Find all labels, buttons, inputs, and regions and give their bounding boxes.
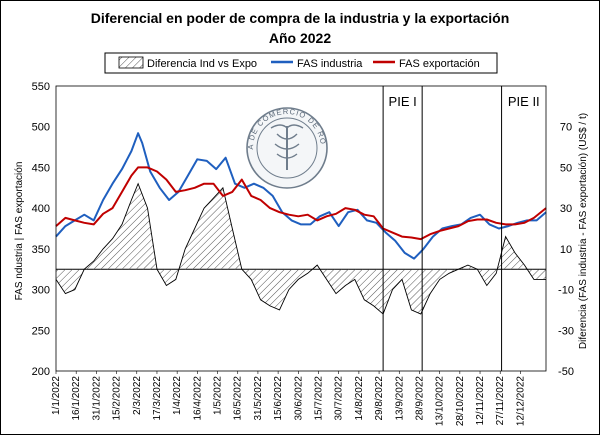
bolsa-comercio-rosario-seal: BOLSA DE COMERCIO DE ROSARIO [246, 107, 328, 189]
y-axis-right-title: Diferencia (FAS industria - FAS exportac… [578, 113, 589, 349]
legend: Diferencia Ind vs Expo FAS industria FAS… [104, 52, 498, 74]
x-tick-label: 16/5/2022 [233, 376, 244, 421]
y-left-tick-label: 400 [32, 203, 50, 215]
y-right-tick-label: -50 [558, 366, 574, 378]
y-left-tick-label: 200 [32, 366, 50, 378]
y-right-tick-label: 50 [560, 162, 572, 174]
x-tick-label: 1/4/2022 [172, 376, 183, 415]
y-left-tick-label: 550 [32, 81, 50, 93]
x-tick-label: 17/3/2022 [152, 376, 163, 421]
y-left-tick-label: 500 [32, 122, 50, 134]
x-tick-label: 16/1/2022 [71, 376, 82, 421]
pie-2-label: PIE II [508, 94, 540, 109]
y-left-tick-label: 350 [32, 244, 50, 256]
series-fas-exportacion-line [55, 166, 547, 241]
axes: 200 250 300 350 400 450 500 550 -50 -30 -10 10 30 50 7… [32, 81, 574, 426]
y-right-tick-label: 70 [560, 122, 572, 134]
y-right-tick-label: -30 [558, 325, 574, 337]
x-tick-label: 15/6/2022 [273, 376, 284, 421]
x-tick-label: 12/11/2022 [475, 376, 486, 426]
pie-1-label: PIE I [389, 94, 417, 109]
y-left-tick-label: 250 [32, 325, 50, 337]
y-right-tick-label: -10 [558, 285, 574, 297]
x-tick-label: 12/12/2022 [515, 376, 526, 426]
legend-swatch-diferencia [118, 56, 144, 69]
x-tick-label: 1/5/2022 [213, 376, 224, 415]
plot-frame [55, 85, 547, 372]
x-tick-label: 13/9/2022 [394, 376, 405, 421]
plot-area: PIE I PIE II [55, 86, 547, 371]
chart-title: Diferencial en poder de compra de la ind… [91, 10, 510, 26]
x-tick-label: 27/11/2022 [495, 376, 506, 426]
series-diferencia-area [56, 183, 546, 314]
legend-label-diferencia: Diferencia Ind vs Expo [147, 58, 257, 70]
x-tick-label: 31/1/2022 [91, 376, 102, 421]
x-tick-label: 28/10/2022 [455, 376, 466, 426]
x-tick-label: 29/8/2022 [374, 376, 385, 421]
y-axis-left-title: FAS ndustria | FAS exportación [14, 162, 25, 301]
x-tick-label: 16/4/2022 [192, 376, 203, 421]
x-tick-label: 28/9/2022 [414, 376, 425, 421]
legend-box [104, 52, 498, 74]
legend-label-industria: FAS industria [297, 58, 363, 70]
x-tick-label: 30/7/2022 [334, 376, 345, 421]
x-tick-label: 30/6/2022 [293, 376, 304, 421]
x-tick-label: 1/1/2022 [51, 376, 62, 415]
y-right-tick-label: 30 [560, 203, 572, 215]
x-tick-label: 15/7/2022 [314, 376, 325, 421]
series-diferencia-line [55, 182, 546, 315]
legend-label-exportacion: FAS exportación [399, 58, 480, 70]
x-tick-label: 13/10/2022 [435, 376, 446, 426]
x-tick-label: 2/3/2022 [132, 376, 143, 415]
y-right-tick-label: 10 [560, 244, 572, 256]
y-left-tick-label: 450 [32, 162, 50, 174]
chart-subtitle: Año 2022 [269, 30, 331, 46]
x-tick-label: 31/5/2022 [253, 376, 264, 421]
x-tick-label: 15/2/2022 [112, 376, 123, 421]
x-tick-label: 14/8/2022 [354, 376, 365, 421]
y-left-tick-label: 300 [32, 285, 50, 297]
